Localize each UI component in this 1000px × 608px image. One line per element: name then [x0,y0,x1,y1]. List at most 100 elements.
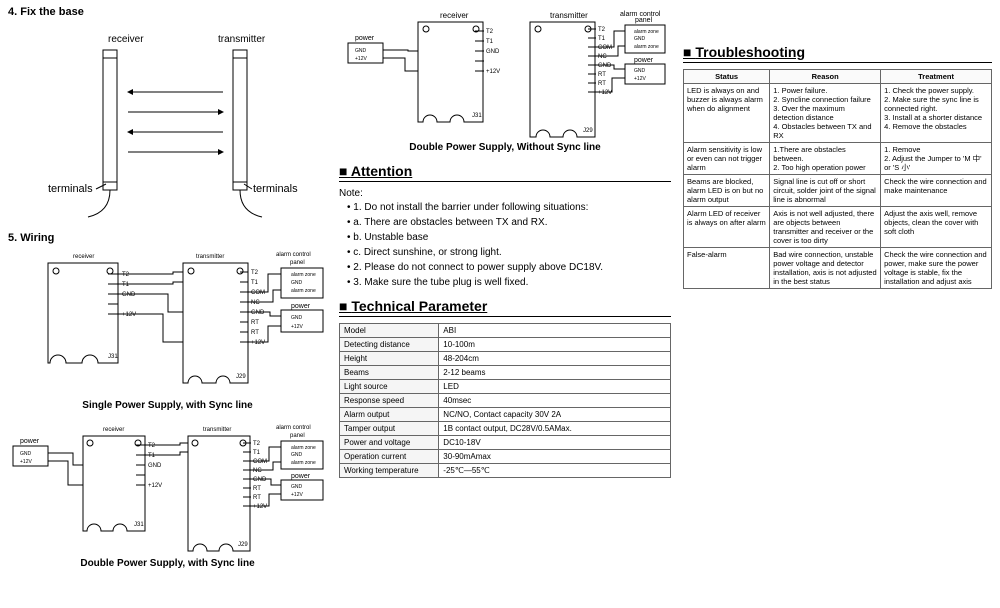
table-row: Detecting distance10-100m [340,338,671,352]
svg-text:RT: RT [253,486,261,492]
svg-text:J31: J31 [134,522,144,528]
label-terminals-l: terminals [48,183,93,195]
svg-text:NC: NC [251,300,260,306]
table-row: Beams2-12 beams [340,366,671,380]
svg-text:GND: GND [148,463,162,469]
svg-text:RT: RT [251,320,259,326]
svg-text:GND: GND [634,36,646,42]
svg-text:alarm control: alarm control [276,425,311,431]
svg-text:RT: RT [253,495,261,501]
svg-text:+12V: +12V [634,76,646,82]
svg-text:T2: T2 [251,270,259,276]
svg-text:T2: T2 [598,27,606,33]
table-row: False-alarmBad wire connection, unstable… [684,248,992,289]
fix-base-diagram: receiver transmitter terminals [8,22,327,222]
svg-text:GND: GND [486,49,500,55]
svg-text:J31: J31 [472,113,482,119]
svg-text:GND: GND [355,48,367,54]
svg-text:T2: T2 [253,441,261,447]
svg-text:power: power [291,473,311,480]
section-trouble-title: Troubleshooting [683,44,992,60]
section-technical-title: Technical Parameter [339,298,671,314]
attention-item: • a. There are obstacles between TX and … [347,216,671,230]
svg-text:T1: T1 [251,280,259,286]
table-row: ModelABI [340,324,671,338]
svg-text:power: power [355,35,375,42]
table-row: Alarm outputNC/NO, Contact capacity 30V … [340,408,671,422]
label-receiver: receiver [108,34,144,45]
svg-text:panel: panel [290,433,305,439]
svg-text:T1: T1 [122,282,130,288]
svg-text:power: power [634,57,654,64]
svg-text:alarm zone: alarm zone [634,44,659,50]
attention-item: • 1. Do not install the barrier under fo… [347,201,671,215]
svg-text:alarm zone: alarm zone [291,460,316,466]
svg-text:RT: RT [251,330,259,336]
section-wiring-title: 5. Wiring [8,232,327,244]
table-row: Height48-204cm [340,352,671,366]
svg-text:+12V: +12V [291,324,303,330]
wiring-caption-1: Single Power Supply, with Sync line [8,400,327,411]
svg-text:+12V: +12V [598,90,612,96]
svg-text:GND: GND [291,280,303,286]
svg-text:+12V: +12V [291,492,303,498]
svg-text:transmitter: transmitter [196,254,224,260]
wiring-diagram-2: receiver transmitter alarm control panel… [8,421,327,569]
svg-text:alarm zone: alarm zone [291,445,316,451]
attention-item: • b. Unstable base [347,231,671,245]
svg-text:T2: T2 [148,443,156,449]
section-fix-base-title: 4. Fix the base [8,6,327,18]
svg-text:T2: T2 [122,272,130,278]
table-row: Alarm LED of receiver is always on after… [684,207,992,248]
table-row: Light sourceLED [340,380,671,394]
table-row: Working temperature-25℃—55℃ [340,464,671,478]
attention-list: • 1. Do not install the barrier under fo… [339,201,671,290]
svg-text:receiver: receiver [73,254,94,260]
svg-text:NC: NC [598,54,607,60]
svg-text:GND: GND [634,68,646,74]
svg-text:RT: RT [598,81,606,87]
svg-text:GND: GND [598,63,612,69]
trouble-table: StatusReasonTreatmentLED is always on an… [683,69,992,289]
wiring-diagram-3: receiver transmitter alarm control panel… [339,10,671,153]
svg-text:COM: COM [253,459,267,465]
svg-text:T2: T2 [486,29,494,35]
svg-text:GND: GND [251,310,265,316]
svg-text:GND: GND [20,451,32,457]
svg-text:GND: GND [253,477,267,483]
wiring-caption-2: Double Power Supply, with Sync line [8,558,327,569]
svg-text:power: power [291,303,311,310]
svg-text:alarm zone: alarm zone [634,29,659,35]
svg-text:T1: T1 [148,453,156,459]
attention-item: • c. Direct sunshine, or strong light. [347,246,671,260]
svg-text:+12V: +12V [20,459,32,465]
svg-text:+12V: +12V [486,69,500,75]
svg-text:alarm zone: alarm zone [291,288,316,294]
svg-text:GND: GND [291,315,303,321]
svg-text:GND: GND [122,292,136,298]
svg-text:alarm zone: alarm zone [291,272,316,278]
technical-table: ModelABIDetecting distance10-100mHeight4… [339,323,671,478]
table-row: Power and voltageDC10-18V [340,436,671,450]
svg-text:COM: COM [598,45,612,51]
svg-text:+12V: +12V [253,504,267,510]
svg-text:J29: J29 [236,374,246,380]
svg-text:GND: GND [291,452,303,458]
wiring-caption-3: Double Power Supply, Without Sync line [339,142,671,153]
svg-text:T1: T1 [253,450,261,456]
table-row: LED is always on and buzzer is always al… [684,84,992,143]
table-row: Response speed40msec [340,394,671,408]
svg-text:+12V: +12V [148,483,162,489]
svg-text:transmitter: transmitter [203,427,231,433]
svg-text:receiver: receiver [103,427,124,433]
svg-text:NC: NC [253,468,262,474]
svg-text:receiver: receiver [440,11,469,20]
attention-item: • 3. Make sure the tube plug is well fix… [347,276,671,290]
svg-text:alarm control: alarm control [276,252,311,258]
section-attention-title: Attention [339,163,671,179]
svg-text:RT: RT [598,72,606,78]
table-row: Tamper output1B contact output, DC28V/0.… [340,422,671,436]
svg-text:panel: panel [290,260,305,266]
svg-text:T1: T1 [486,39,494,45]
svg-text:J29: J29 [238,542,248,548]
